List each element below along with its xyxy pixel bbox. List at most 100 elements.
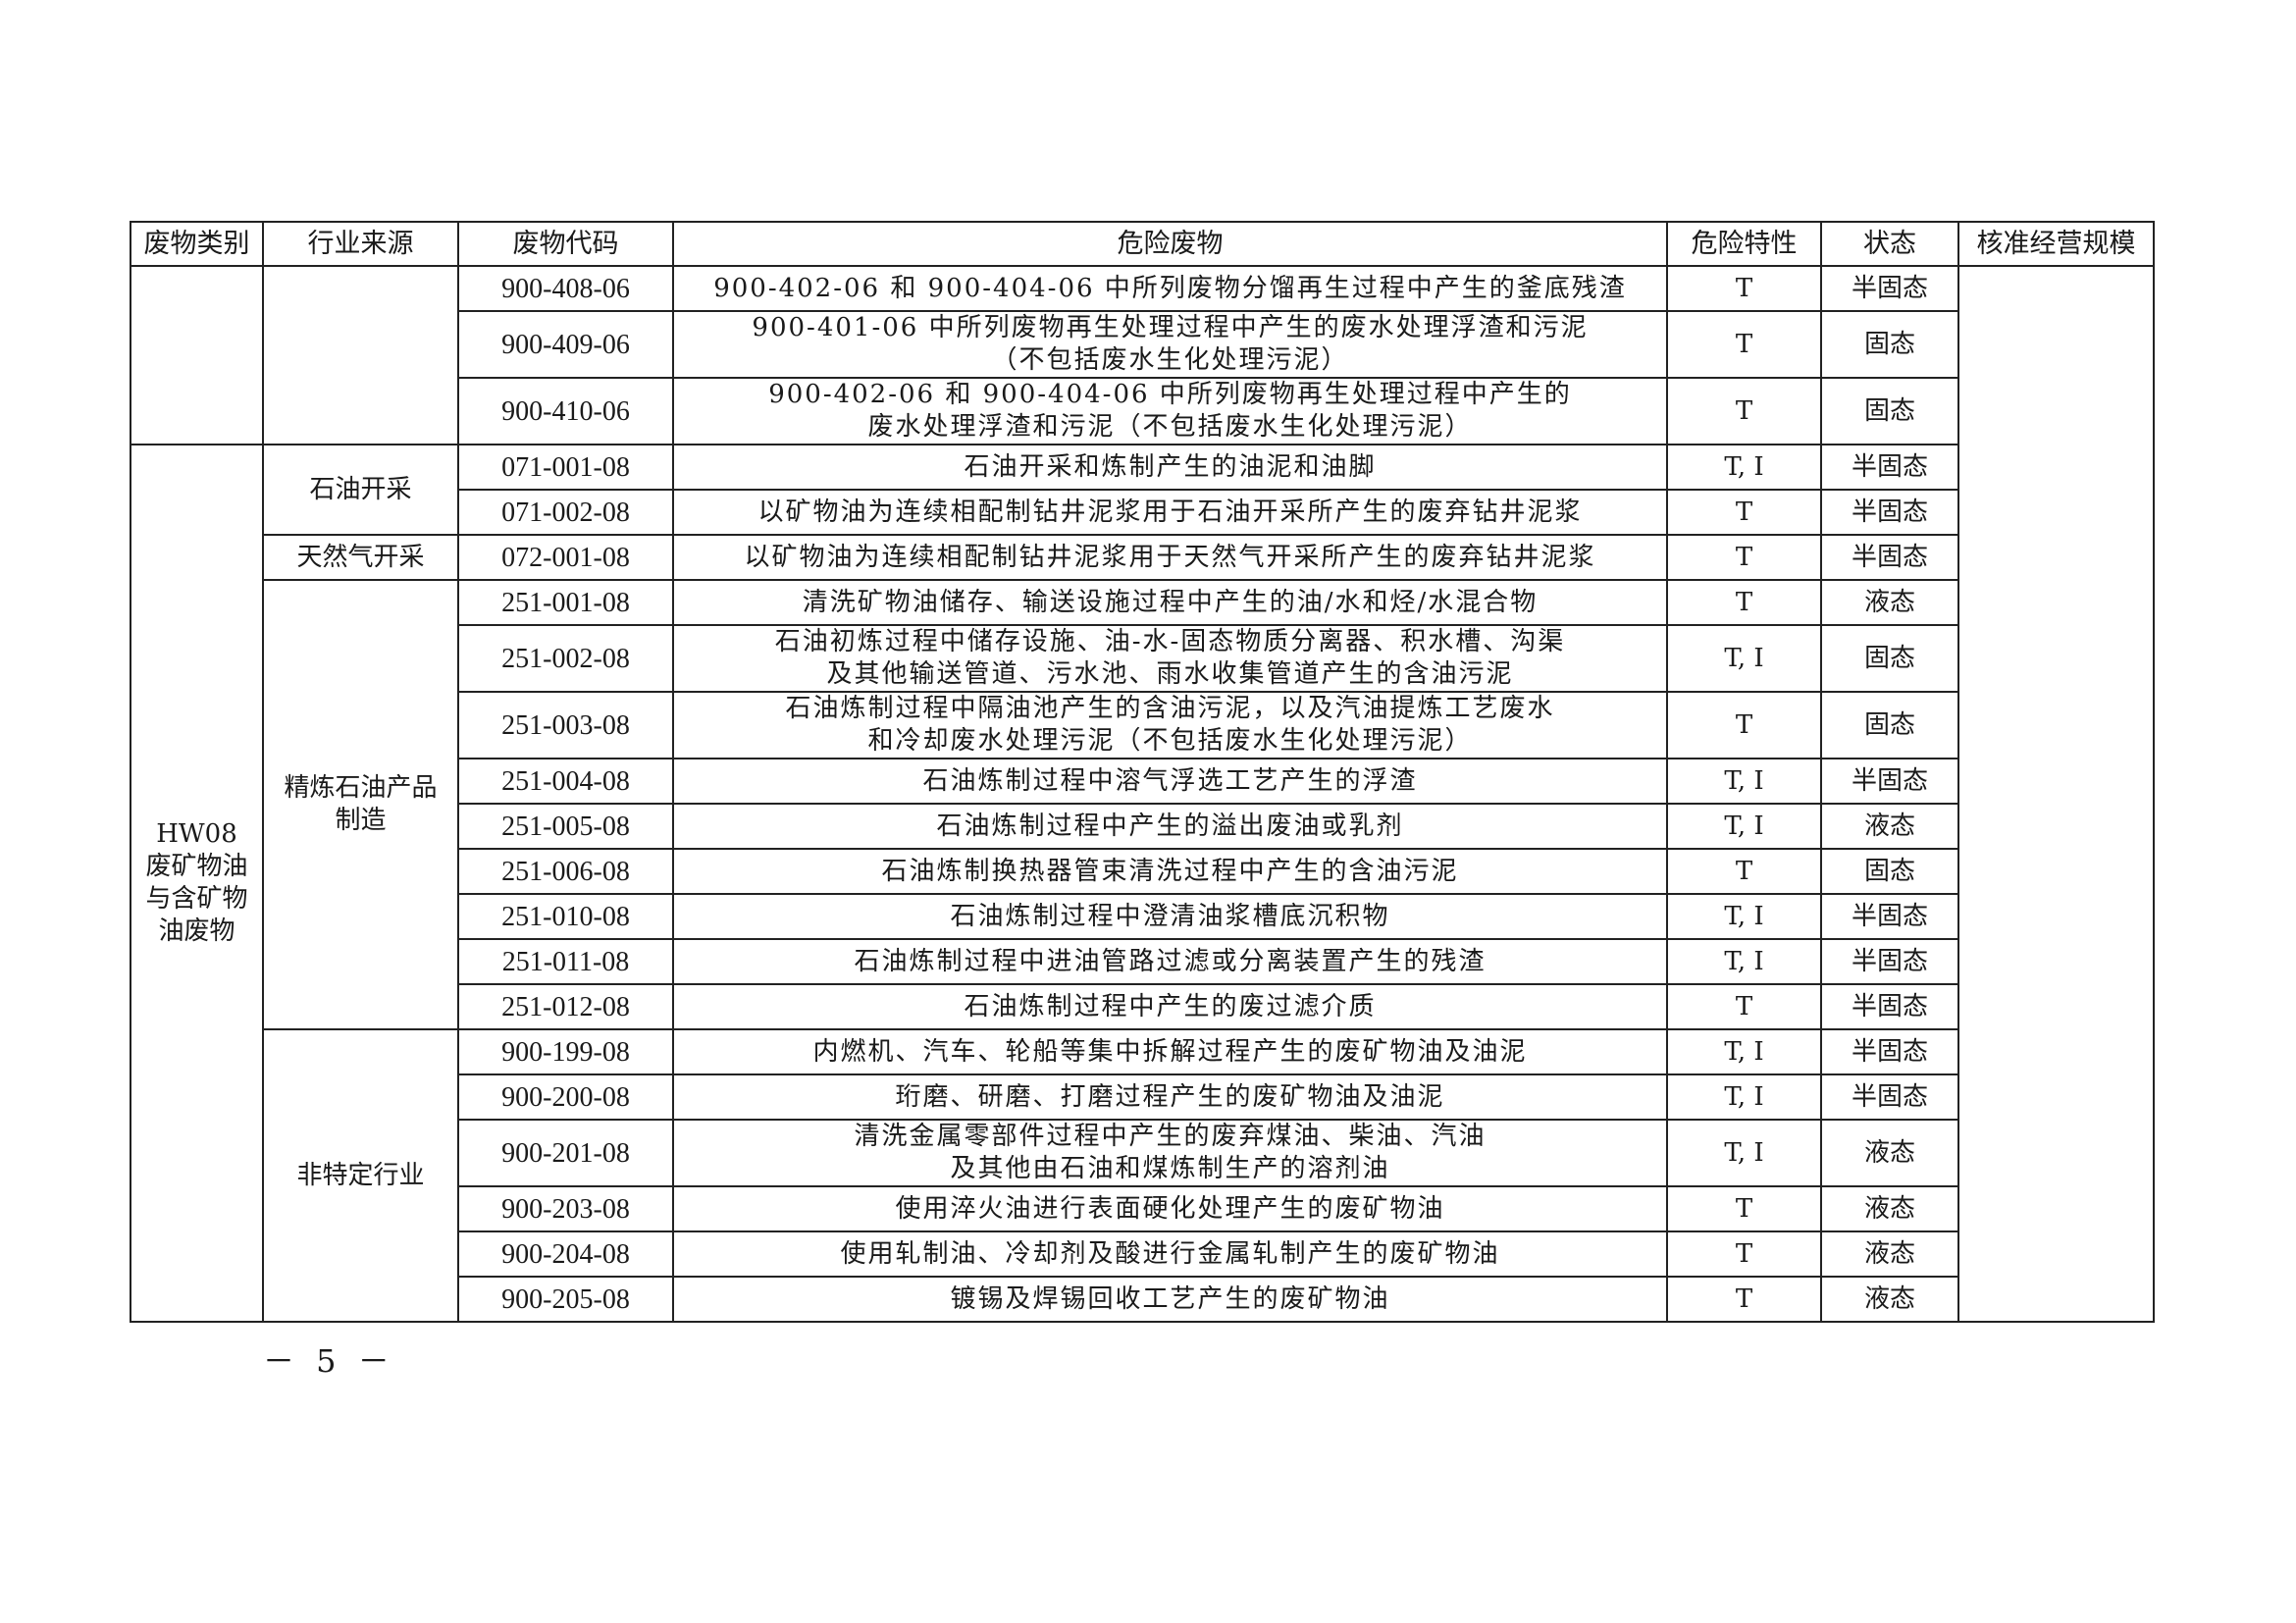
table-row: 900-204-08 使用轧制油、冷却剂及酸进行金属轧制产生的废矿物油 T 液态 xyxy=(130,1230,2154,1278)
hazard-property-cell: T xyxy=(1666,1276,1822,1323)
waste-code-cell: 251-004-08 xyxy=(457,758,674,805)
state-cell: 液态 xyxy=(1820,1119,1959,1187)
state-cell: 半固态 xyxy=(1820,534,1959,581)
hazard-property-cell: T, I xyxy=(1666,624,1822,693)
header-approved-capacity: 核准经营规模 xyxy=(1957,221,2155,267)
waste-code-cell: 251-002-08 xyxy=(457,624,674,693)
table-row: 900-201-08 清洗金属零部件过程中产生的废弃煤油、柴油、汽油 及其他由石油和… xyxy=(130,1119,2154,1187)
table-row: 精炼石油产品 制造 251-001-08 清洗矿物油储存、输送设施过程中产生的油/水和… xyxy=(130,579,2154,1030)
state-cell: 半固态 xyxy=(1820,938,1959,985)
table-row: 900-410-06 900-402-06 和 900-404-06 中所列废物再… xyxy=(130,377,2154,445)
hazard-property-cell: T xyxy=(1666,983,1822,1030)
state-cell: 固态 xyxy=(1820,624,1959,693)
page-number: － 5 － xyxy=(263,1342,395,1380)
hazard-property-cell: T, I xyxy=(1666,758,1822,805)
header-hazardous-waste: 危险废物 xyxy=(672,221,1668,267)
table-row: 天然气开采 072-001-08 以矿物油为连续相配制钻井泥浆用于天然气开采所产生的… xyxy=(130,534,2154,581)
waste-description-cell: 以矿物油为连续相配制钻井泥浆用于天然气开采所产生的废弃钻井泥浆 xyxy=(672,534,1668,581)
hazard-property-cell: T xyxy=(1666,579,1822,626)
waste-description-cell: 石油炼制换热器管束清洗过程中产生的含油污泥 xyxy=(672,848,1668,895)
table-row: 900-408-06 900-402-06 和 900-404-06 中所列废物分… xyxy=(130,265,2155,1323)
hazard-property-cell: T xyxy=(1666,489,1822,536)
hazard-property-cell: T xyxy=(1666,377,1822,445)
waste-description-cell: 石油炼制过程中隔油池产生的含油污泥，以及汽油提炼工艺废水 和冷却废水处理污泥（不包… xyxy=(672,691,1668,759)
waste-category-cell: HW08 废矿物油 与含矿物 油废物 xyxy=(130,444,264,1323)
waste-description-cell: 900-402-06 和 900-404-06 中所列废物再生处理过程中产生的废… xyxy=(672,377,1668,445)
hazard-property-cell: T, I xyxy=(1666,1073,1822,1121)
table-row: 900-203-08 使用淬火油进行表面硬化处理产生的废矿物油 T 液态 xyxy=(130,1185,2154,1232)
table-row: 251-005-08 石油炼制过程中产生的溢出废油或乳剂 T, I 液态 xyxy=(130,803,2154,850)
waste-description-cell: 石油炼制过程中产生的废过滤介质 xyxy=(672,983,1668,1030)
table-row: 251-010-08 石油炼制过程中澄清油浆槽底沉积物 T, I 半固态 xyxy=(130,893,2154,940)
waste-description-cell: 石油炼制过程中澄清油浆槽底沉积物 xyxy=(672,893,1668,940)
industry-source-cell: 非特定行业 xyxy=(262,1028,459,1323)
state-cell: 液态 xyxy=(1820,1276,1959,1323)
waste-code-cell: 900-409-06 xyxy=(457,310,674,379)
waste-description-cell: 900-401-06 中所列废物再生处理过程中产生的废水处理浮渣和污泥 （不包括废… xyxy=(672,310,1668,379)
table-row: 900-409-06 900-401-06 中所列废物再生处理过程中产生的废水处理… xyxy=(130,310,2154,379)
hazard-property-cell: T xyxy=(1666,848,1822,895)
waste-code-cell: 900-201-08 xyxy=(457,1119,674,1187)
hazard-property-cell: T xyxy=(1666,691,1822,759)
waste-description-cell: 石油开采和炼制产生的油泥和油脚 xyxy=(672,444,1668,491)
hazard-property-cell: T, I xyxy=(1666,1119,1822,1187)
table-row: 900-200-08 珩磨、研磨、打磨过程产生的废矿物油及油泥 T, I 半固态 xyxy=(130,1073,2154,1121)
state-cell: 固态 xyxy=(1820,377,1959,445)
waste-code-cell: 900-205-08 xyxy=(457,1276,674,1323)
waste-description-cell: 以矿物油为连续相配制钻井泥浆用于石油开采所产生的废弃钻井泥浆 xyxy=(672,489,1668,536)
waste-code-cell: 071-001-08 xyxy=(457,444,674,491)
waste-description-cell: 清洗金属零部件过程中产生的废弃煤油、柴油、汽油 及其他由石油和煤炼制生产的溶剂油 xyxy=(672,1119,1668,1187)
waste-code-cell: 251-001-08 xyxy=(457,579,674,626)
hazard-property-cell: T, I xyxy=(1666,893,1822,940)
waste-description-cell: 石油炼制过程中溶气浮选工艺产生的浮渣 xyxy=(672,758,1668,805)
waste-code-cell: 251-012-08 xyxy=(457,983,674,1030)
table-row: 251-004-08 石油炼制过程中溶气浮选工艺产生的浮渣 T, I 半固态 xyxy=(130,758,2154,805)
table-body: 900-408-06 900-402-06 和 900-404-06 中所列废物分… xyxy=(130,265,2155,1323)
industry-source-cell xyxy=(262,265,459,445)
waste-code-cell: 900-203-08 xyxy=(457,1185,674,1232)
waste-code-cell: 251-011-08 xyxy=(457,938,674,985)
waste-description-cell: 使用淬火油进行表面硬化处理产生的废矿物油 xyxy=(672,1185,1668,1232)
hazard-property-cell: T xyxy=(1666,1185,1822,1232)
waste-code-cell: 900-204-08 xyxy=(457,1230,674,1278)
waste-code-cell: 251-003-08 xyxy=(457,691,674,759)
state-cell: 半固态 xyxy=(1820,893,1959,940)
table-row: 900-205-08 镀锡及焊锡回收工艺产生的废矿物油 T 液态 xyxy=(130,1276,2154,1323)
approved-capacity-cell xyxy=(1957,265,2155,1323)
hazard-property-cell: T, I xyxy=(1666,1028,1822,1075)
waste-code-cell: 900-410-06 xyxy=(457,377,674,445)
waste-code-cell: 900-200-08 xyxy=(457,1073,674,1121)
waste-description-cell: 石油炼制过程中进油管路过滤或分离装置产生的残渣 xyxy=(672,938,1668,985)
waste-code-cell: 251-010-08 xyxy=(457,893,674,940)
waste-description-cell: 珩磨、研磨、打磨过程产生的废矿物油及油泥 xyxy=(672,1073,1668,1121)
hazard-property-cell: T xyxy=(1666,310,1822,379)
waste-description-cell: 使用轧制油、冷却剂及酸进行金属轧制产生的废矿物油 xyxy=(672,1230,1668,1278)
waste-code-cell: 251-005-08 xyxy=(457,803,674,850)
waste-code-cell: 251-006-08 xyxy=(457,848,674,895)
state-cell: 半固态 xyxy=(1820,265,1959,312)
hazard-property-cell: T xyxy=(1666,1230,1822,1278)
waste-code-cell: 900-408-06 xyxy=(457,265,674,312)
waste-description-cell: 石油炼制过程中产生的溢出废油或乳剂 xyxy=(672,803,1668,850)
state-cell: 固态 xyxy=(1820,691,1959,759)
waste-description-cell: 镀锡及焊锡回收工艺产生的废矿物油 xyxy=(672,1276,1668,1323)
header-row: 废物类别 行业来源 废物代码 危险废物 危险特性 状态 核准经营规模 xyxy=(130,221,2155,267)
waste-description-cell: 石油初炼过程中储存设施、油-水-固态物质分离器、积水槽、沟渠 及其他输送管道、污水… xyxy=(672,624,1668,693)
hazard-property-cell: T xyxy=(1666,265,1822,312)
state-cell: 液态 xyxy=(1820,1185,1959,1232)
waste-code-cell: 900-199-08 xyxy=(457,1028,674,1075)
table-row: 071-002-08 以矿物油为连续相配制钻井泥浆用于石油开采所产生的废弃钻井泥浆… xyxy=(130,489,2154,536)
header-state: 状态 xyxy=(1820,221,1959,267)
header-waste-code: 废物代码 xyxy=(457,221,674,267)
hazard-property-cell: T, I xyxy=(1666,938,1822,985)
hazard-property-cell: T xyxy=(1666,534,1822,581)
state-cell: 半固态 xyxy=(1820,983,1959,1030)
hazardous-waste-table: 废物类别 行业来源 废物代码 危险废物 危险特性 状态 核准经营规模 900-4… xyxy=(130,221,2155,1323)
state-cell: 固态 xyxy=(1820,310,1959,379)
waste-description-cell: 内燃机、汽车、轮船等集中拆解过程产生的废矿物油及油泥 xyxy=(672,1028,1668,1075)
table-row: 251-012-08 石油炼制过程中产生的废过滤介质 T 半固态 xyxy=(130,983,2154,1030)
waste-code-cell: 072-001-08 xyxy=(457,534,674,581)
waste-code-cell: 071-002-08 xyxy=(457,489,674,536)
header-hazard-property: 危险特性 xyxy=(1666,221,1822,267)
header-category: 废物类别 xyxy=(130,221,264,267)
